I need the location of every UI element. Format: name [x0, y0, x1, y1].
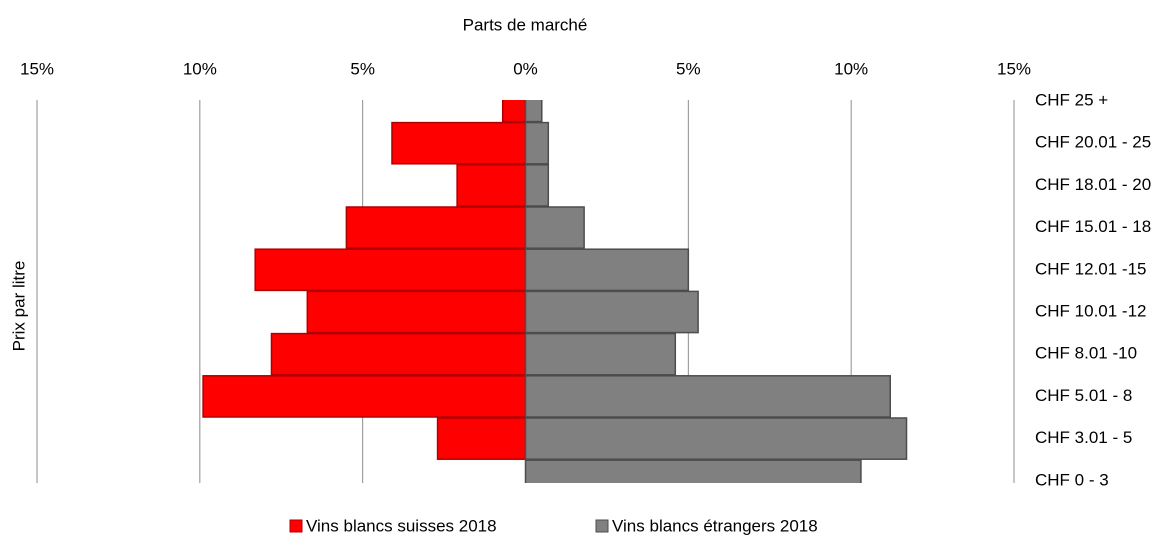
bar [391, 121, 527, 165]
bar [501, 100, 527, 123]
bar [524, 164, 550, 207]
y-tick-label: CHF 5.01 - 8 [1035, 386, 1132, 405]
bars [202, 100, 908, 483]
y-tick-label: CHF 15.01 - 18 [1035, 217, 1151, 236]
x-axis-title: Parts de marché [463, 15, 588, 34]
bar [254, 248, 527, 292]
y-tick-label: CHF 3.01 - 5 [1035, 428, 1132, 447]
bar [524, 121, 550, 165]
legend-swatch [289, 519, 303, 533]
bar [524, 248, 690, 292]
bar [270, 332, 527, 376]
bar [202, 375, 527, 418]
y-tick-label: CHF 12.01 -15 [1035, 259, 1147, 278]
bar [524, 206, 585, 249]
y-tick-label: CHF 10.01 -12 [1035, 301, 1147, 320]
bar [524, 459, 862, 483]
y-tick-label: CHF 25 + [1035, 90, 1108, 109]
legend-swatch [595, 519, 609, 533]
bar [436, 417, 527, 460]
legend-label: Vins blancs étrangers 2018 [612, 516, 818, 535]
y-tick-label: CHF 0 - 3 [1035, 470, 1109, 489]
y-tick-label: CHF 20.01 - 25 [1035, 133, 1151, 152]
x-tick-label: 0% [513, 59, 538, 78]
bar [524, 290, 699, 334]
bar [524, 100, 543, 123]
x-tick-label: 5% [350, 59, 375, 78]
x-tick-label: 10% [183, 59, 217, 78]
bar [456, 164, 527, 207]
bar [524, 375, 891, 418]
y-tick-label: CHF 8.01 -10 [1035, 344, 1137, 363]
x-tick-label: 15% [20, 59, 54, 78]
bar [345, 206, 527, 249]
bar [524, 417, 908, 460]
x-tick-label: 15% [997, 59, 1031, 78]
y-tick-label: CHF 18.01 - 20 [1035, 175, 1151, 194]
y-axis-title: Prix par litre [9, 261, 28, 352]
bar [306, 290, 527, 334]
legend-label: Vins blancs suisses 2018 [306, 516, 497, 535]
x-tick-label: 10% [834, 59, 868, 78]
x-tick-label: 5% [676, 59, 701, 78]
bar [524, 332, 677, 376]
